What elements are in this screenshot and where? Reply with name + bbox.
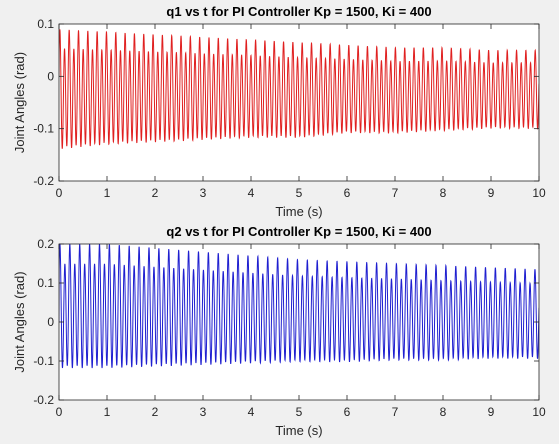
x-axis-label: Time (s)	[275, 423, 322, 438]
x-tick-label: 7	[392, 186, 399, 200]
series-line-1	[59, 29, 539, 149]
x-tick-label: 6	[344, 186, 351, 200]
y-tick-label: -0.2	[33, 174, 54, 188]
x-tick-label: 4	[248, 186, 255, 200]
x-tick-label: 8	[440, 405, 447, 419]
x-tick-label: 1	[104, 405, 111, 419]
x-tick-label: 6	[344, 405, 351, 419]
y-axis-label: Joint Angles (rad)	[12, 52, 27, 153]
x-tick-label: 1	[104, 186, 111, 200]
x-tick-label: 9	[488, 186, 495, 200]
x-tick-label: 5	[296, 405, 303, 419]
x-tick-label: 3	[200, 186, 207, 200]
x-tick-label: 0	[56, 405, 63, 419]
chart-root: 0 1 2 3 4 5 6 7 8 9 10-0.2-0.100.1q1 vs t for PI C…	[12, 4, 546, 438]
chart-title: q2 vs t for PI Controller Kp = 1500, Ki …	[166, 224, 431, 239]
x-tick-label: 2	[152, 405, 159, 419]
x-tick-label: 10	[532, 186, 546, 200]
x-axis-label: Time (s)	[275, 204, 322, 219]
x-tick-label: 3	[200, 405, 207, 419]
y-tick-label: 0	[47, 315, 54, 329]
y-tick-label: 0.1	[37, 276, 54, 290]
x-tick-label: 10	[532, 405, 546, 419]
y-tick-label: -0.1	[33, 122, 54, 136]
series-line-1	[59, 244, 539, 369]
y-tick-label: -0.2	[33, 393, 54, 407]
x-tick-label: 8	[440, 186, 447, 200]
x-tick-label: 9	[488, 405, 495, 419]
y-tick-label: 0.2	[37, 237, 54, 251]
chart-2: 0 1 2 3 4 5 6 7 8 9 10 -0.2 -0.1 0 0.1 0.2 q2 vs t for P…	[12, 224, 546, 438]
chart-1: 0 1 2 3 4 5 6 7 8 9 10 -0.2 -0.1 0 0.1 q1 vs t for PI C…	[12, 4, 546, 219]
x-tick-label: 7	[392, 405, 399, 419]
y-axis-label: Joint Angles (rad)	[12, 271, 27, 372]
x-tick-label: 5	[296, 186, 303, 200]
x-tick-label: 4	[248, 405, 255, 419]
x-tick-label: 0	[56, 186, 63, 200]
y-tick-label: 0.1	[37, 17, 54, 31]
y-tick-label: 0	[47, 69, 54, 83]
x-tick-label: 2	[152, 186, 159, 200]
chart-title: q1 vs t for PI Controller Kp = 1500, Ki …	[166, 4, 431, 19]
y-tick-label: -0.1	[33, 354, 54, 368]
